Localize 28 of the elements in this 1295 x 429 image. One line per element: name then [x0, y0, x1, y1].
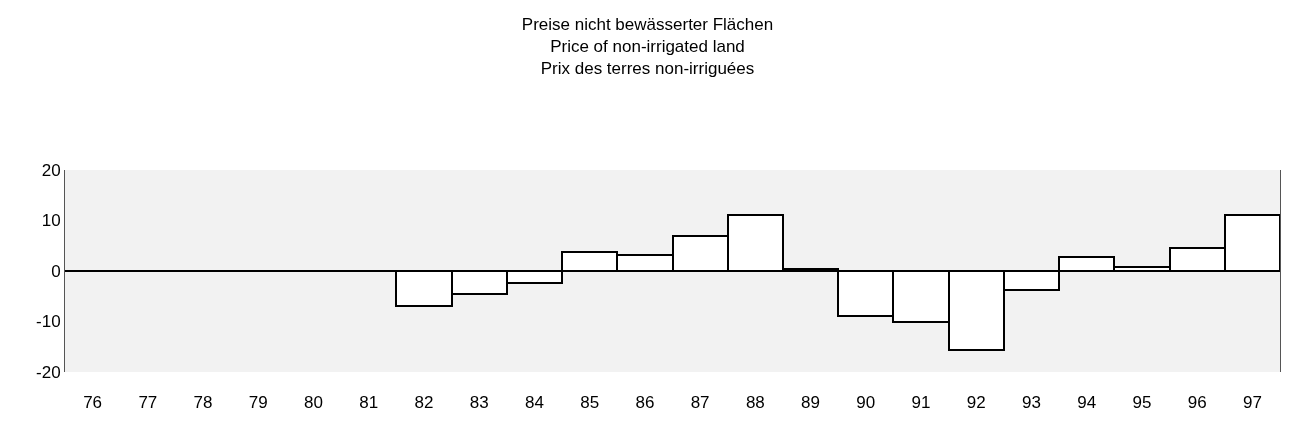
x-tick-label: 89: [801, 393, 821, 412]
chart-title: Preise nicht bewässerter Flächen Price of non-irrigated land Prix des terres non-irriguées: [521, 15, 774, 79]
x-tick-label: 86: [635, 393, 655, 412]
x-tick-label: 95: [1132, 393, 1152, 412]
x-tick-label: 96: [1187, 393, 1207, 412]
x-tick-label: 92: [966, 393, 986, 412]
y-tick-label: -20: [36, 362, 61, 382]
x-tick-label: 83: [469, 393, 489, 412]
x-tick-label: 79: [248, 393, 268, 412]
y-tick-label: 20: [41, 160, 61, 180]
x-tick-label: 85: [580, 393, 600, 412]
x-tick-label: 87: [690, 393, 710, 412]
x-tick-label: 97: [1242, 393, 1262, 412]
x-tick-label: 77: [138, 393, 158, 412]
x-tick-label: 76: [83, 393, 103, 412]
x-tick-label: 80: [304, 393, 323, 412]
x-tick-label: 88: [745, 393, 765, 412]
x-tick-label: 94: [1077, 393, 1097, 412]
y-tick-label: -10: [36, 312, 61, 332]
x-tick-label: 93: [1022, 393, 1041, 412]
x-tick-label: 84: [524, 393, 544, 412]
x-tick-label: 81: [359, 393, 379, 412]
y-tick-label: 10: [41, 211, 61, 231]
x-tick-label: 90: [856, 393, 876, 412]
x-tick-label: 82: [414, 393, 434, 412]
y-tick-label: 0: [51, 261, 61, 281]
x-tick-label: 91: [911, 393, 931, 412]
x-tick-label: 78: [193, 393, 213, 412]
